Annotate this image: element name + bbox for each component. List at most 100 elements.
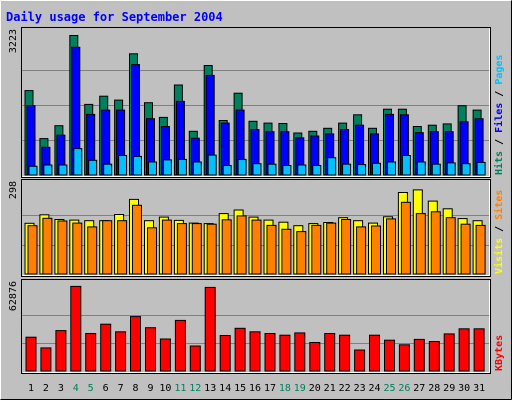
bar-sites-day-3 (57, 220, 68, 275)
panel-kbytes: 62876 KBytes (8, 279, 505, 374)
day-label-24: 24 (368, 383, 380, 394)
bar-kbytes-day-13 (204, 286, 216, 372)
day-label-4: 4 (73, 383, 79, 394)
bar-sites-day-31 (475, 224, 486, 275)
bar-sites-day-1 (27, 225, 38, 275)
legend-entry: / (494, 91, 505, 103)
bar-kbytes-day-16 (249, 331, 261, 372)
day-label-17: 17 (264, 383, 276, 394)
bar-kbytes-day-24 (369, 334, 380, 372)
bar-sites-day-2 (42, 217, 53, 275)
bar-kbytes-day-23 (354, 349, 366, 372)
bar-pages-day-21 (327, 157, 337, 176)
bar-sites-day-5 (87, 226, 98, 275)
legend-entry: Hits (493, 151, 505, 175)
panel-legend: Hits / Files / Pages (493, 55, 505, 175)
day-label-2: 2 (43, 383, 49, 394)
bar-sites-day-11 (176, 223, 187, 275)
bar-sites-day-14 (221, 219, 232, 275)
day-label-1: 1 (28, 383, 34, 394)
chart-panels: 3223 Hits / Files / Pages 298 Visits / Site… (8, 27, 505, 374)
bar-kbytes-day-8 (130, 316, 141, 372)
bar-sites-day-9 (147, 227, 157, 275)
bar-sites-day-17 (266, 224, 277, 275)
bar-kbytes-day-25 (384, 339, 395, 372)
bar-kbytes-day-4 (70, 285, 82, 372)
bar-sites-day-18 (281, 228, 292, 275)
bar-pages-day-30 (461, 163, 471, 176)
bar-pages-day-27 (416, 161, 426, 176)
bar-sites-day-29 (445, 217, 456, 275)
legend-entry: Visits (493, 238, 505, 274)
bar-pages-day-28 (431, 163, 441, 176)
bar-kbytes-day-14 (219, 335, 231, 372)
bar-kbytes-day-5 (85, 333, 97, 372)
panel-legend: KBytes (494, 335, 505, 371)
legend-entry: Files (493, 103, 505, 139)
bar-sites-day-27 (415, 213, 426, 275)
bar-kbytes-day-31 (473, 328, 485, 372)
y-max-label: 298 (8, 181, 19, 199)
bar-kbytes-day-22 (339, 334, 351, 372)
y-max-label: 62876 (8, 281, 19, 311)
day-label-15: 15 (234, 383, 246, 394)
bar-pages-day-10 (162, 159, 172, 176)
bar-pages-day-24 (372, 162, 381, 176)
bar-pages-day-14 (222, 165, 232, 176)
bar-kbytes-day-15 (234, 327, 246, 372)
day-label-18: 18 (279, 383, 291, 394)
day-label-7: 7 (118, 383, 124, 394)
day-label-25: 25 (383, 383, 395, 394)
day-label-27: 27 (413, 383, 425, 394)
bar-sites-day-26 (400, 201, 411, 275)
bar-sites-day-22 (341, 219, 352, 275)
bar-pages-day-1 (28, 165, 38, 176)
series-sites (27, 201, 486, 275)
panel-hits-files-pages: 3223 Hits / Files / Pages (8, 27, 505, 178)
day-label-8: 8 (132, 383, 138, 394)
bar-kbytes-day-11 (174, 319, 186, 372)
bar-pages-day-23 (357, 164, 367, 176)
panel-visits-sites: 298 Visits / Sites (8, 179, 505, 277)
legend-entry: KBytes (494, 335, 505, 371)
bar-pages-day-13 (207, 154, 217, 176)
bar-pages-day-5 (88, 159, 98, 176)
bar-pages-day-7 (118, 155, 128, 176)
legend-entry: / (494, 226, 505, 238)
bar-sites-day-28 (430, 211, 441, 275)
bar-pages-day-15 (237, 158, 247, 176)
day-label-5: 5 (88, 383, 94, 394)
legend-entry: Pages (494, 55, 505, 91)
day-label-20: 20 (309, 383, 321, 394)
bar-pages-day-22 (342, 163, 352, 176)
bar-pages-day-4 (73, 148, 83, 176)
bar-pages-day-17 (267, 163, 277, 176)
day-label-16: 16 (249, 383, 261, 394)
bar-kbytes-day-29 (443, 333, 455, 372)
bar-sites-day-8 (132, 204, 142, 275)
bar-kbytes-day-1 (25, 336, 37, 372)
bar-pages-day-8 (133, 155, 142, 176)
bar-kbytes-day-26 (398, 344, 410, 372)
bar-kbytes-day-6 (100, 323, 112, 372)
bar-sites-day-20 (311, 224, 322, 275)
bar-pages-day-26 (401, 155, 411, 176)
bar-pages-day-20 (312, 165, 322, 176)
bar-pages-day-25 (387, 161, 396, 176)
series-kbytes (25, 285, 485, 372)
bar-pages-day-2 (43, 164, 53, 176)
bar-kbytes-day-12 (189, 345, 201, 372)
bar-sites-day-10 (161, 219, 172, 275)
chart-title: Daily usage for September 2004 (6, 10, 223, 24)
day-label-11: 11 (174, 383, 186, 394)
bar-sites-day-13 (206, 223, 217, 275)
day-axis: 1 2 3 4 5 6 7 8 9 10 11 12 13 14 15 16 17 18 19 20 21 22 23 24 2… (28, 383, 485, 394)
bar-sites-day-30 (460, 223, 471, 275)
bar-sites-day-7 (117, 220, 128, 275)
day-label-31: 31 (473, 383, 485, 394)
bar-pages-day-19 (297, 164, 307, 176)
bar-kbytes-day-17 (264, 333, 276, 372)
bar-sites-day-12 (191, 223, 202, 275)
day-label-23: 23 (354, 383, 366, 394)
